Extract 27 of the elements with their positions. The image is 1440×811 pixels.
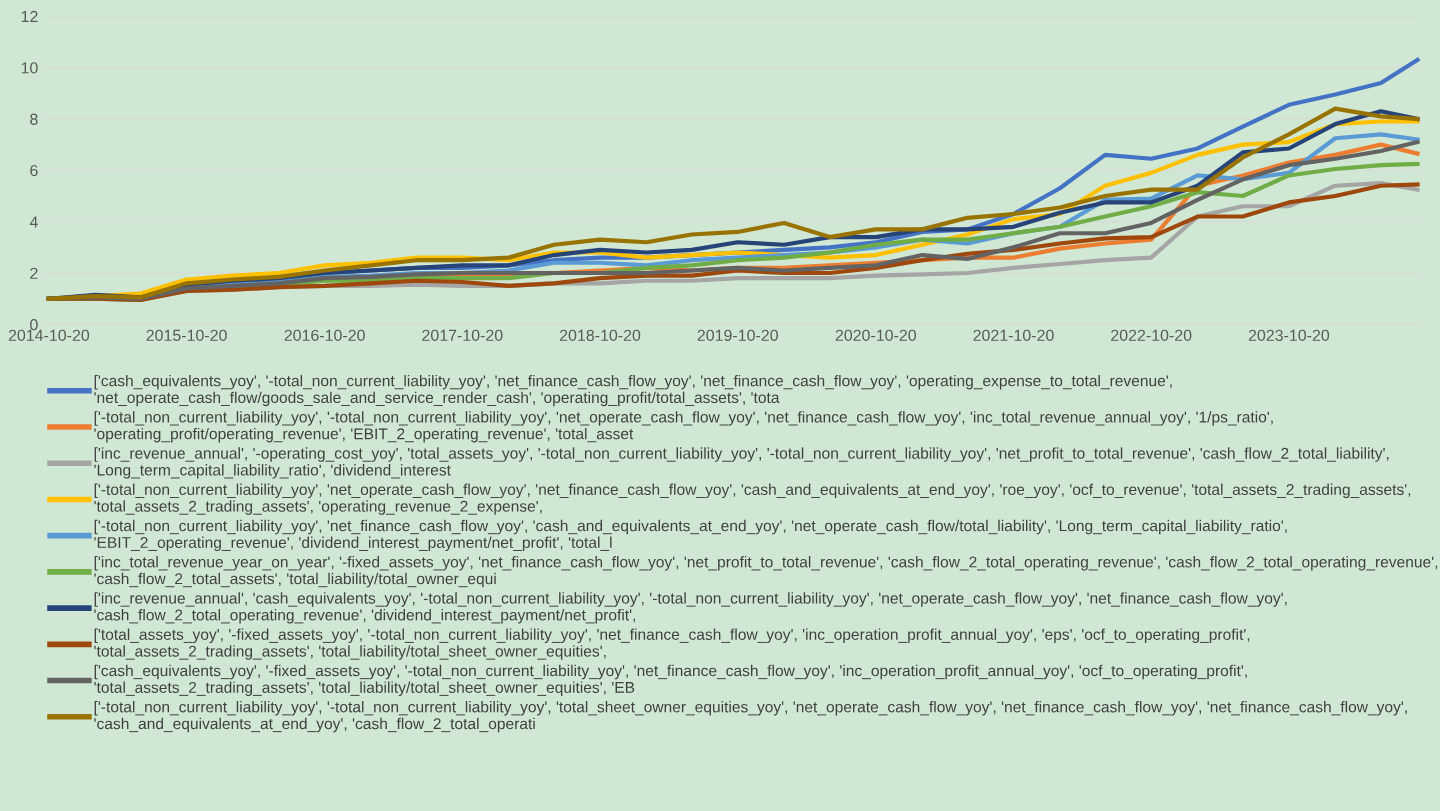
legend-label: ['inc_revenue_annual', 'cash_equivalents_yoy', '-total_non_current_liability_yoy', '-total_non_current_liability_yoy', 'net_operate_cash_flow_yoy', 'net_finance_cash_flow_yoy', 'cash_flow_2_total_operating_revenue', 'dividend_interest_payment/net_profit',	[94, 592, 1287, 624]
y-tick-label: 8	[30, 113, 38, 125]
x-tick-label: 2021-10-20	[973, 329, 1054, 341]
y-tick-label: 0	[30, 319, 38, 331]
x-tick-label: 2023-10-20	[1248, 329, 1330, 341]
y-tick-label: 4	[29, 216, 38, 228]
legend-label: ['inc_total_revenue_year_on_year', '-fixed_assets_yoy', 'net_finance_cash_flow_yoy', 'net_profit_to_total_revenue', 'cash_flow_2_total_operating_revenue', 'cash_flow_2_total_operating_revenue', 'cash_flow_2_total_assets', 'total_liability/total_owner_equi	[94, 556, 1438, 588]
x-tick-label: 2017-10-20	[422, 329, 503, 341]
x-tick-label: 2015-10-20	[146, 329, 227, 341]
x-tick-label: 2022-10-20	[1111, 329, 1192, 341]
legend-label: ['-total_non_current_liability_yoy', '-total_non_current_liability_yoy', 'total_sheet_owner_equities_yoy', 'net_operate_cash_flow_yoy', 'net_finance_cash_flow_yoy', 'net_finance_cash_flow_yoy', 'cash_and_equivalents_at_end_yoy', 'cash_flow_2_total_operati	[94, 701, 1407, 733]
legend-label: ['cash_equivalents_yoy', '-fixed_assets_yoy', '-total_non_current_liability_yoy', 'net_finance_cash_flow_yoy', 'inc_operation_profit_annual_yoy', 'ocf_to_operating_profit', 'total_assets_2_trading_assets', 'total_liability/total_sheet_owner_equities', 'EB	[94, 664, 1247, 697]
legend-label: ['cash_equivalents_yoy', '-total_non_current_liability_yoy', 'net_finance_cash_flow_yoy', 'net_finance_cash_flow_yoy', 'operating_expense_to_total_revenue', 'net_operate_cash_flow/goods_sale_and_service_render_cash', 'operating_profit/total_assets', 'tota	[94, 374, 1172, 407]
y-tick-label: 6	[30, 164, 38, 177]
y-tick-label: 2	[30, 267, 38, 279]
x-tick-label: 2014-10-20	[8, 329, 90, 341]
y-tick-label: 12	[21, 10, 38, 23]
legend-label: ['-total_non_current_liability_yoy', 'net_operate_cash_flow_yoy', 'net_finance_cash_flow_yoy', 'cash_and_equivalents_at_end_yoy', 'roe_yoy', 'ocf_to_revenue', 'total_assets_2_trading_assets', 'total_assets_2_trading_assets', 'operating_revenue_2_expense',	[94, 483, 1411, 515]
legend-label: ['total_assets_yoy', '-fixed_assets_yoy', '-total_non_current_liability_yoy', 'net_finance_cash_flow_yoy', 'inc_operation_profit_annual_yoy', 'eps', 'ocf_to_operating_profit', 'total_assets_2_trading_assets', 'total_liability/total_sheet_owner_equities',	[94, 628, 1250, 660]
legend-label: ['-total_non_current_liability_yoy', '-total_non_current_liability_yoy', 'net_operate_cash_flow_yoy', 'net_finance_cash_flow_yoy', 'inc_total_revenue_annual_yoy', '1/ps_ratio', 'operating_profit/operating_revenue', 'EBIT_2_operating_revenue', 'total_asset	[94, 411, 1273, 443]
legend-label: ['-total_non_current_liability_yoy', 'net_finance_cash_flow_yoy', 'cash_and_equivalents_at_end_yoy', 'net_operate_cash_flow/total_liability', 'Long_term_capital_liability_ratio', 'EBIT_2_operating_revenue', 'dividend_interest_payment/net_profit', 'total_l	[94, 519, 1287, 552]
x-tick-label: 2019-10-20	[697, 329, 778, 341]
x-tick-label: 2018-10-20	[559, 329, 641, 341]
legend-label: ['inc_revenue_annual', '-operating_cost_yoy', 'total_assets_yoy', '-total_non_current_liability_yoy', '-total_non_current_liability_yoy', 'net_profit_to_total_revenue', 'cash_flow_2_total_liability', 'Long_term_capital_liability_ratio', 'dividend_interest	[94, 447, 1389, 479]
y-tick-label: 10	[21, 62, 38, 74]
x-tick-label: 2020-10-20	[835, 329, 917, 341]
x-tick-label: 2016-10-20	[284, 329, 365, 341]
